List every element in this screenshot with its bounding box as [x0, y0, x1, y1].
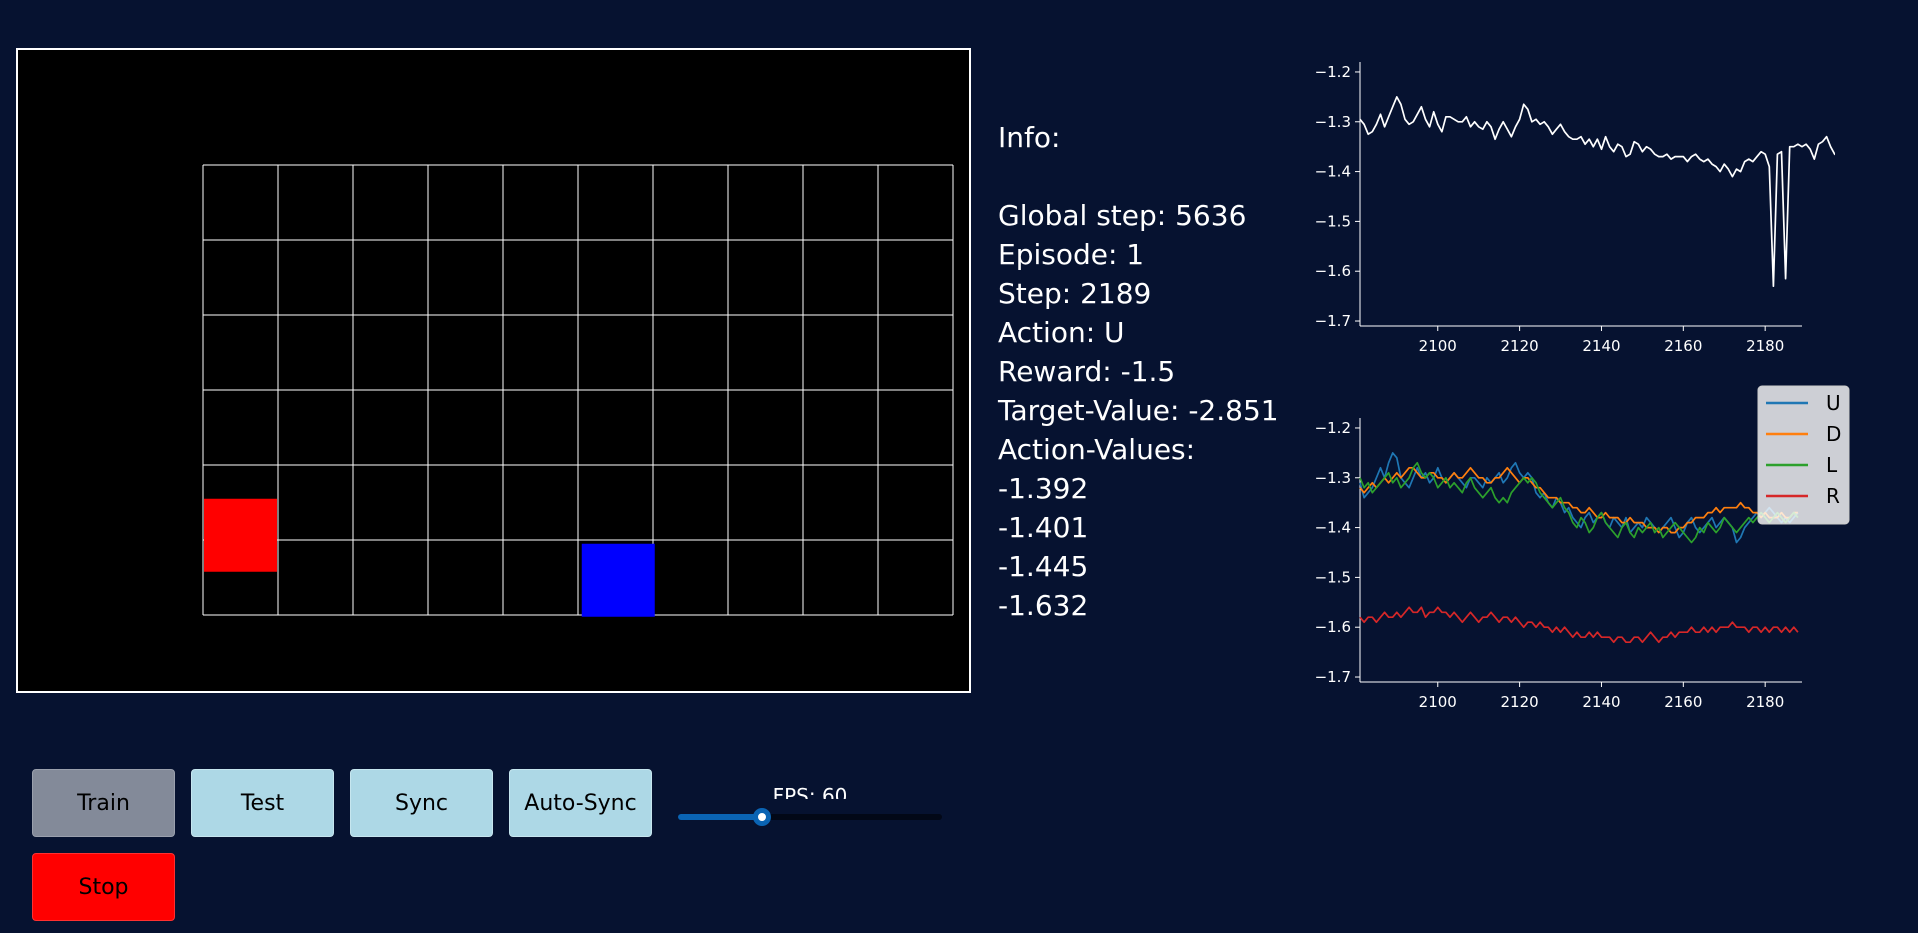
legend-box — [1757, 385, 1850, 525]
y-tick-label: −1.6 — [1315, 262, 1351, 280]
sync-button[interactable]: Sync — [350, 769, 493, 837]
y-tick-label: −1.4 — [1315, 519, 1351, 537]
x-tick-label: 2180 — [1746, 337, 1784, 355]
legend-label-l: L — [1826, 453, 1838, 477]
action-value-d: -1.401 — [998, 511, 1089, 544]
fps-slider-group: FPS: 60 — [676, 778, 944, 828]
x-tick-label: 2160 — [1664, 693, 1702, 711]
y-tick-label: −1.4 — [1315, 163, 1351, 181]
auto-sync-button[interactable]: Auto-Sync — [509, 769, 652, 837]
fps-slider-track[interactable] — [678, 808, 942, 826]
series-line-r — [1359, 606, 1799, 644]
x-tick-label: 2140 — [1582, 693, 1620, 711]
y-tick-label: −1.2 — [1315, 419, 1351, 437]
train-button[interactable]: Train — [32, 769, 175, 837]
series-line-l — [1359, 461, 1799, 544]
agent-square — [204, 498, 277, 572]
x-tick-label: 2140 — [1582, 337, 1620, 355]
x-tick-label: 2100 — [1419, 337, 1457, 355]
grid-world — [202, 164, 954, 617]
y-tick-label: −1.7 — [1315, 312, 1351, 330]
action-values-label: Action-Values: — [998, 433, 1196, 466]
y-tick-label: −1.5 — [1315, 568, 1351, 586]
x-tick-label: 2160 — [1664, 337, 1702, 355]
info-panel: Info: Global step: 5636 Episode: 1 Step:… — [998, 118, 1288, 625]
series-line-d — [1359, 466, 1798, 534]
fps-slider-fill — [678, 814, 763, 820]
step-text: Step: 2189 — [998, 277, 1152, 310]
y-tick-label: −1.3 — [1315, 469, 1351, 487]
x-tick-label: 2180 — [1746, 693, 1784, 711]
series-line — [1359, 96, 1835, 288]
y-tick-label: −1.5 — [1315, 212, 1351, 230]
series-line-u — [1359, 452, 1799, 544]
global-step-text: Global step: 5636 — [998, 199, 1247, 232]
y-tick-label: −1.3 — [1315, 113, 1351, 131]
episode-text: Episode: 1 — [998, 238, 1145, 271]
legend-label-d: D — [1826, 422, 1841, 446]
action-values-chart: −1.2 −1.3 −1.4 −1.5 −1.6 −1.7 2100 2120 2140 2160… — [1315, 385, 1850, 711]
test-button[interactable]: Test — [191, 769, 334, 837]
action-value-u: -1.392 — [998, 472, 1089, 505]
legend-label-r: R — [1826, 484, 1840, 508]
reward-text: Reward: -1.5 — [998, 355, 1176, 388]
info-heading: Info: — [998, 121, 1061, 154]
stop-button[interactable]: Stop — [32, 853, 175, 921]
target-value-text: Target-Value: -2.851 — [998, 394, 1279, 427]
fps-slider-thumb[interactable] — [753, 808, 772, 826]
x-tick-label: 2100 — [1419, 693, 1457, 711]
legend-label-u: U — [1826, 391, 1841, 415]
y-tick-label: −1.2 — [1315, 63, 1351, 81]
x-tick-label: 2120 — [1501, 337, 1539, 355]
reward-history-chart: −1.2 −1.3 −1.4 −1.5 −1.6 −1.7 2100 2120 2140 2160… — [1315, 62, 1835, 355]
y-tick-label: −1.7 — [1315, 668, 1351, 686]
action-text: Action: U — [998, 316, 1125, 349]
fps-label: FPS: 60 — [772, 784, 848, 799]
x-tick-label: 2120 — [1501, 693, 1539, 711]
action-value-r: -1.632 — [998, 589, 1089, 622]
environment-canvas — [16, 48, 971, 693]
goal-square — [581, 543, 655, 617]
y-tick-label: −1.6 — [1315, 618, 1351, 636]
action-value-l: -1.445 — [998, 550, 1089, 583]
